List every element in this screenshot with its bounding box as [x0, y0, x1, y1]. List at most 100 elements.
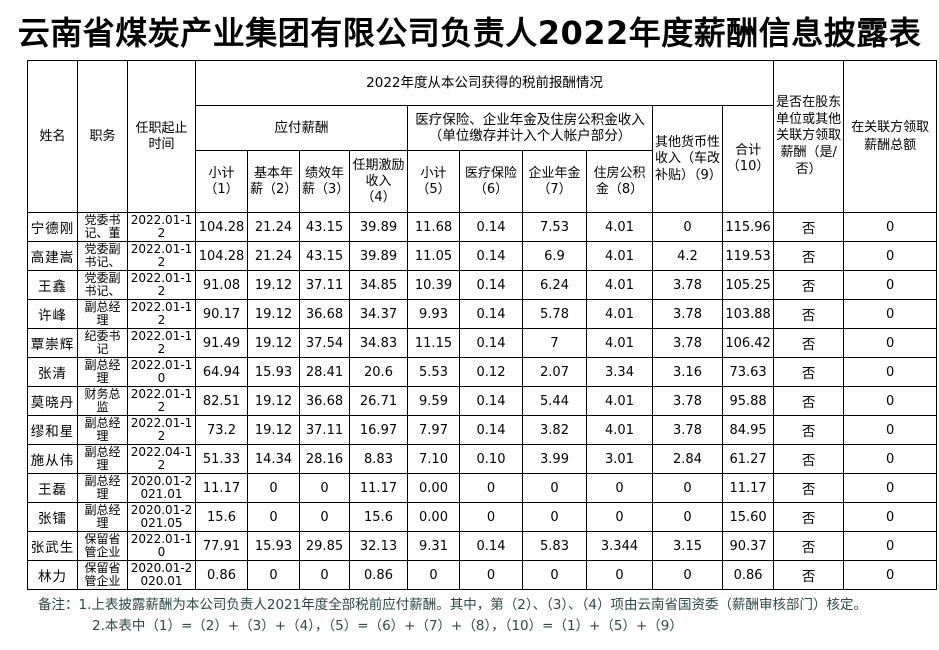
cell-other-income-9: 0: [652, 212, 723, 243]
cell-enterprise-annuity-7: 7: [522, 328, 587, 359]
cell-base-salary-2: 19.12: [247, 328, 300, 359]
cell-base-salary-2: 15.93: [247, 357, 300, 388]
header-pretax-group: 2022年度从本公司获得的税前报酬情况: [194, 60, 775, 107]
table-row: 张镭 副总经理 2020.01-2021.05 15.6 0 0 15.6 0.00 0 0 0 0 1…: [27, 502, 938, 533]
header-name: 姓名: [27, 60, 78, 214]
cell-related-party-total: 0: [843, 560, 938, 591]
salary-table: 姓名 职务 任职起止时间 2022年度从本公司获得的税前报酬情况 是否在股东单位…: [27, 60, 938, 591]
cell-related-party-flag: 否: [773, 502, 845, 533]
cell-enterprise-annuity-7: 5.78: [522, 299, 587, 330]
cell-base-salary-2: 14.34: [247, 444, 300, 475]
cell-base-salary-2: 19.12: [247, 270, 300, 301]
cell-performance-salary-3: 43.15: [299, 212, 350, 243]
cell-position: 副总经理: [77, 444, 128, 475]
cell-subtotal-5: 9.59: [407, 386, 460, 417]
cell-medical-insurance-6: 0.14: [459, 212, 523, 243]
cell-related-party-total: 0: [843, 212, 938, 243]
cell-performance-salary-3: 29.85: [299, 531, 350, 562]
cell-performance-salary-3: 28.16: [299, 444, 350, 475]
cell-other-income-9: 0: [652, 473, 723, 504]
cell-housing-fund-8: 4.01: [586, 415, 653, 446]
cell-related-party-total: 0: [843, 386, 938, 417]
cell-performance-salary-3: 37.54: [299, 328, 350, 359]
note-line: 备注： 1.上表披露薪酬为本公司负责人2021年度全部税前应付薪酬。其中，第（2…: [38, 595, 918, 616]
cell-term: 2022.01-12: [127, 212, 196, 243]
cell-subtotal-5: 9.93: [407, 299, 460, 330]
cell-performance-salary-3: 28.41: [299, 357, 350, 388]
cell-enterprise-annuity-7: 0: [522, 473, 587, 504]
table-row: 许峰 副总经理 2022.01-12 90.17 19.12 36.68 34.37 9.93…: [27, 299, 938, 330]
note-text-1: 1.上表披露薪酬为本公司负责人2021年度全部税前应付薪酬。其中，第（2）、（3…: [78, 597, 868, 614]
cell-term-incentive-4: 8.83: [349, 444, 408, 475]
cell-name: 张清: [27, 357, 78, 388]
cell-term-incentive-4: 26.71: [349, 386, 408, 417]
cell-subtotal-5: 11.05: [407, 241, 460, 272]
table-row: 王鑫 党委副书记、 2022.01-12 91.08 19.12 37.11 34.85 10…: [27, 270, 938, 301]
cell-other-income-9: 4.2: [652, 241, 723, 272]
cell-base-salary-2: 0: [247, 473, 300, 504]
cell-name: 莫晓丹: [27, 386, 78, 417]
cell-subtotal-5: 0.00: [407, 502, 460, 533]
cell-subtotal-5: 0: [407, 560, 460, 591]
cell-related-party-total: 0: [843, 357, 938, 388]
cell-housing-fund-8: 4.01: [586, 241, 653, 272]
cell-other-income-9: 0: [652, 560, 723, 591]
table-row: 宁德刚 党委书记、董 2022.01-12 104.28 21.24 43.15 39.89…: [27, 212, 938, 243]
cell-name: 覃崇辉: [27, 328, 78, 359]
header-subtotal-1: 小计（1）: [195, 150, 248, 214]
cell-base-salary-2: 21.24: [247, 241, 300, 272]
cell-position: 保留省管企业: [77, 531, 128, 562]
table-row: 覃崇辉 纪委书记 2022.01-12 91.49 19.12 37.54 34.83 11.…: [27, 328, 938, 359]
cell-position: 财务总监: [77, 386, 128, 417]
cell-performance-salary-3: 37.11: [299, 270, 350, 301]
cell-term: 2020.01-2020.01: [127, 560, 196, 591]
cell-performance-salary-3: 36.68: [299, 386, 350, 417]
cell-other-income-9: 3.16: [652, 357, 723, 388]
cell-other-income-9: 3.78: [652, 328, 723, 359]
cell-name: 宁德刚: [27, 212, 78, 243]
cell-name: 缪和星: [27, 415, 78, 446]
cell-housing-fund-8: 4.01: [586, 212, 653, 243]
table-row: 张武生 保留省管企业 2022.01-10 77.91 15.93 29.85 32.13 9…: [27, 531, 938, 562]
cell-term: 2022.04-12: [127, 444, 196, 475]
cell-position: 纪委书记: [77, 328, 128, 359]
cell-other-income-9: 3.78: [652, 415, 723, 446]
cell-enterprise-annuity-7: 6.9: [522, 241, 587, 272]
cell-name: 许峰: [27, 299, 78, 330]
cell-enterprise-annuity-7: 0: [522, 560, 587, 591]
cell-total-10: 90.37: [721, 531, 775, 562]
cell-base-salary-2: 19.12: [247, 415, 300, 446]
cell-term: 2022.01-10: [127, 357, 196, 388]
header-row-3: 小计（1） 基本年薪（2） 绩效年薪（3） 任期激励收入（4） 小计（5） 医疗…: [28, 150, 937, 214]
cell-enterprise-annuity-7: 2.07: [522, 357, 587, 388]
cell-medical-insurance-6: 0.12: [459, 357, 523, 388]
cell-base-salary-2: 19.12: [247, 299, 300, 330]
cell-position: 副总经理: [77, 473, 128, 504]
cell-medical-insurance-6: 0.14: [459, 299, 523, 330]
cell-related-party-total: 0: [843, 241, 938, 272]
cell-total-10: 61.27: [721, 444, 775, 475]
cell-term: 2022.01-12: [127, 270, 196, 301]
cell-other-income-9: 3.78: [652, 299, 723, 330]
cell-name: 王磊: [27, 473, 78, 504]
cell-enterprise-annuity-7: 0: [522, 502, 587, 533]
cell-medical-insurance-6: 0.14: [459, 270, 523, 301]
cell-term: 2020.01-2021.05: [127, 502, 196, 533]
cell-related-party-total: 0: [843, 502, 938, 533]
cell-related-party-total: 0: [843, 270, 938, 301]
cell-term-incentive-4: 16.97: [349, 415, 408, 446]
cell-other-income-9: 3.78: [652, 386, 723, 417]
cell-subtotal-1: 104.28: [195, 241, 248, 272]
cell-related-party-flag: 否: [773, 270, 845, 301]
cell-housing-fund-8: 4.01: [586, 386, 653, 417]
cell-term: 2020.01-2021.01: [127, 473, 196, 504]
table-row: 缪和星 副总经理 2022.01-12 73.2 19.12 37.11 16.97 7.97…: [27, 415, 938, 446]
cell-total-10: 105.25: [721, 270, 775, 301]
cell-term-incentive-4: 15.6: [349, 502, 408, 533]
cell-base-salary-2: 15.93: [247, 531, 300, 562]
cell-name: 王鑫: [27, 270, 78, 301]
cell-subtotal-1: 91.08: [195, 270, 248, 301]
cell-performance-salary-3: 36.68: [299, 299, 350, 330]
cell-performance-salary-3: 0: [299, 473, 350, 504]
